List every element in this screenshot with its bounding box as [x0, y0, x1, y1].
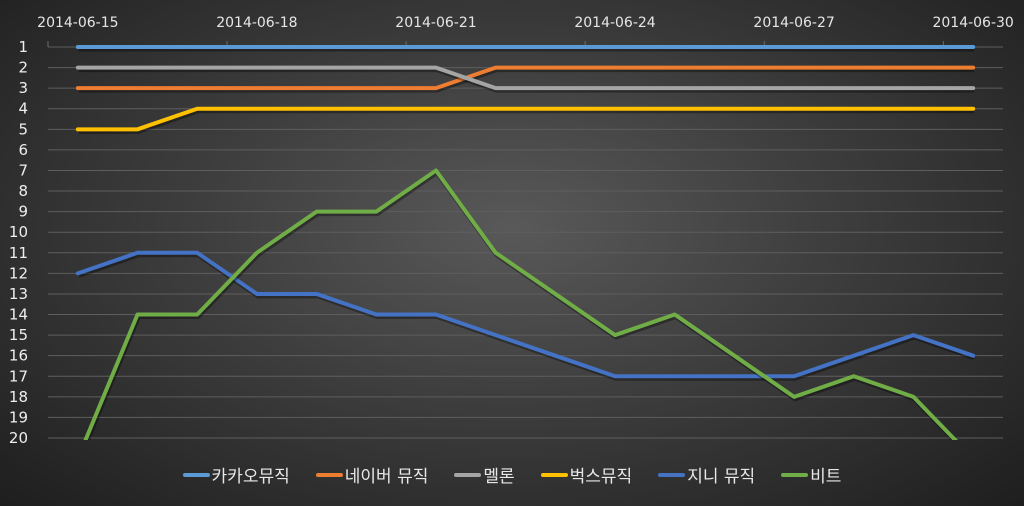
x-tick-label: 2014-06-21: [395, 15, 476, 31]
series-line-3: [75, 106, 976, 132]
legend-swatch: [781, 472, 809, 477]
y-tick-label: 15: [9, 326, 28, 344]
legend-swatch: [315, 472, 343, 477]
series-line-4: [75, 250, 976, 379]
legend-label: 비트: [810, 467, 842, 487]
y-tick-label: 18: [9, 388, 28, 406]
legend-swatch: [182, 472, 210, 477]
legend-label: 벅스뮤직: [569, 467, 633, 487]
legend-item: 벅스뮤직: [540, 462, 633, 487]
y-tick-label: 8: [18, 182, 28, 200]
y-tick-label: 19: [9, 408, 28, 426]
y-tick-label: 14: [9, 306, 28, 324]
legend-item: 지니 뮤직: [658, 462, 755, 487]
y-tick-label: 10: [9, 223, 28, 241]
series-line-1: [75, 65, 976, 91]
series-line-2: [75, 65, 976, 91]
y-tick-label: 12: [9, 264, 28, 282]
y-tick-label: 7: [18, 161, 28, 179]
y-tick-label: 11: [9, 244, 28, 262]
legend-label: 멜론: [483, 467, 515, 487]
legend-swatch: [454, 472, 482, 477]
y-tick-label: 20: [9, 429, 28, 447]
y-tick-label: 13: [9, 285, 28, 303]
gridlines: [48, 46, 1003, 439]
y-tick-label: 2: [18, 59, 28, 77]
legend-label: 네이버 뮤직: [344, 467, 429, 487]
y-tick-label: 1: [18, 38, 28, 56]
y-tick-label: 17: [9, 367, 28, 385]
series-lines: [75, 45, 976, 440]
x-tick-label: 2014-06-27: [753, 15, 834, 31]
x-tick-label: 2014-06-30: [932, 15, 1013, 31]
y-tick-label: 16: [9, 347, 28, 365]
legend-item: 카카오뮤직: [182, 462, 290, 487]
legend: 카카오뮤직 네이버 뮤직 멜론 벅스뮤직 지니 뮤직 비트: [0, 462, 1024, 487]
legend-label: 카카오뮤직: [211, 467, 290, 487]
y-tick-label: 6: [18, 141, 28, 159]
legend-label: 지니 뮤직: [687, 467, 756, 487]
legend-swatch: [658, 472, 686, 477]
y-tick-label: 4: [18, 100, 28, 118]
legend-swatch: [540, 472, 568, 477]
legend-item: 멜론: [454, 462, 515, 487]
x-tick-label: 2014-06-18: [216, 15, 297, 31]
x-axis: 2014-06-15 2014-06-18 2014-06-21 2014-06-24…: [37, 15, 1014, 47]
y-tick-label: 5: [18, 120, 28, 138]
series-line-5: [83, 168, 958, 440]
legend-item: 비트: [781, 462, 841, 487]
legend-item: 네이버 뮤직: [315, 462, 429, 487]
x-tick-label: 2014-06-24: [574, 15, 655, 31]
series-shadow: [84, 169, 958, 440]
line-chart: 2014-06-15 2014-06-18 2014-06-21 2014-06-24…: [9, 15, 1014, 447]
y-tick-label: 3: [18, 79, 28, 97]
y-tick-label: 9: [18, 203, 28, 221]
x-tick-label: 2014-06-15: [37, 15, 118, 31]
series-shadow: [78, 108, 975, 134]
